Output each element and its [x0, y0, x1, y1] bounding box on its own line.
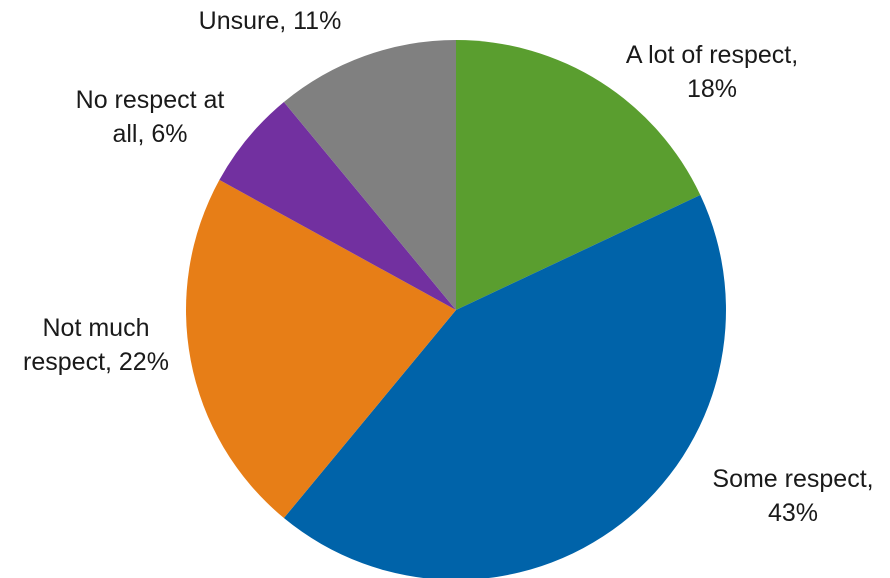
pie-slices: [186, 40, 726, 578]
slice-label: Some respect, 43%: [712, 465, 873, 527]
slice-label: No respect at all, 6%: [76, 86, 225, 148]
slice-label-line: all, 6%: [112, 120, 187, 148]
pie-slice: [283, 195, 726, 578]
slice-label-line: No respect at: [76, 86, 225, 114]
pie-labels: A lot of respect, 18% Some respect, 43% Not …: [23, 7, 874, 527]
pie-slice: [219, 101, 456, 311]
slice-label: Not much respect, 22%: [23, 314, 169, 376]
slice-label-line: 43%: [768, 499, 818, 527]
slice-label-line: Unsure, 11%: [199, 7, 342, 35]
slice-label-line: Some respect,: [712, 465, 873, 493]
pie-slice: [186, 179, 457, 519]
pie-slice: [456, 40, 701, 310]
slice-label-line: respect, 22%: [23, 348, 169, 376]
slice-label: Unsure, 11%: [199, 7, 342, 35]
pie-slice: [283, 40, 456, 310]
slice-label: A lot of respect, 18%: [626, 41, 798, 103]
slice-label-line: A lot of respect,: [626, 41, 798, 69]
slice-label-line: 18%: [687, 75, 737, 103]
slice-label-line: Not much: [43, 314, 150, 342]
